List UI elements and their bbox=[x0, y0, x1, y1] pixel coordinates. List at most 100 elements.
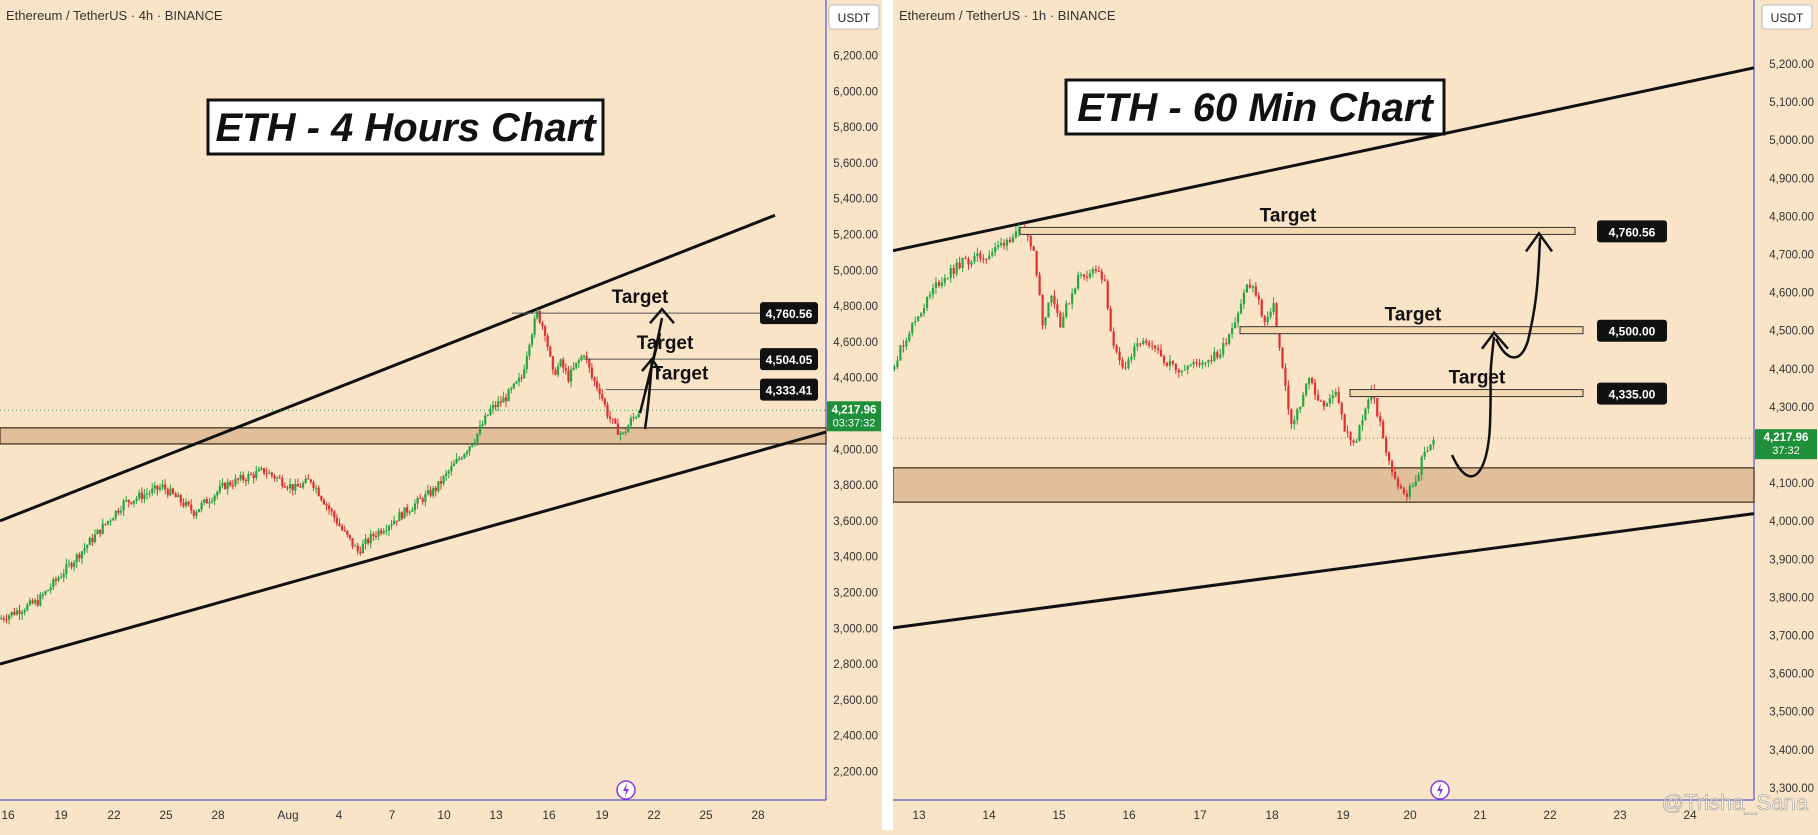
candle-body bbox=[244, 479, 247, 482]
candle-body bbox=[1177, 369, 1180, 373]
candle-body bbox=[41, 594, 45, 596]
x-tick-label: 16 bbox=[1122, 808, 1136, 822]
candle-body bbox=[1239, 303, 1243, 314]
candle-body bbox=[1313, 382, 1317, 395]
chart-panel-1h[interactable]: Ethereum / TetherUS · 1h · BINANCE USDT 5,… bbox=[892, 0, 1818, 830]
candle-body bbox=[943, 277, 946, 283]
candle-body bbox=[528, 344, 531, 357]
candle-body bbox=[265, 473, 268, 475]
candle-body bbox=[955, 262, 958, 274]
candle-body bbox=[1429, 444, 1432, 451]
candle-body bbox=[367, 538, 370, 544]
candle-body bbox=[249, 474, 253, 476]
candle-body bbox=[426, 490, 430, 494]
y-tick-label: 4,000.00 bbox=[833, 444, 878, 456]
candle-body bbox=[301, 482, 305, 488]
candle-body bbox=[127, 499, 130, 503]
x-tick-label: 24 bbox=[1683, 808, 1697, 822]
candle-body bbox=[1065, 303, 1068, 317]
candle-body bbox=[1387, 452, 1391, 461]
chart-panel-4h[interactable]: Ethereum / TetherUS · 4h · BINANCE USDT 6,… bbox=[0, 0, 882, 830]
candle-body bbox=[1308, 378, 1311, 384]
last-price-text: 4,217.96 bbox=[832, 404, 877, 416]
candle-body bbox=[1124, 367, 1127, 369]
candle-body bbox=[543, 326, 547, 336]
candle-body bbox=[619, 432, 622, 435]
x-tick-label: 7 bbox=[389, 808, 396, 822]
candle-body bbox=[632, 417, 635, 419]
y-tick-label: 3,900.00 bbox=[1769, 554, 1814, 566]
candle-body bbox=[109, 520, 112, 522]
x-tick-label: 4 bbox=[336, 808, 343, 822]
candle-body bbox=[307, 478, 310, 480]
candle-body bbox=[1130, 356, 1133, 360]
candle-body bbox=[1032, 246, 1035, 251]
candle-body bbox=[1154, 345, 1157, 349]
currency-label: USDT bbox=[838, 11, 871, 25]
candle-body bbox=[1017, 229, 1020, 232]
candle-body bbox=[606, 404, 609, 417]
channel-lower-line bbox=[0, 430, 827, 666]
candle-body bbox=[314, 487, 318, 489]
candle-body bbox=[1257, 295, 1260, 300]
candle-body bbox=[1171, 361, 1174, 364]
candle-body bbox=[1204, 362, 1207, 364]
x-tick-label: 19 bbox=[1336, 808, 1350, 822]
candle-body bbox=[1382, 421, 1385, 439]
candle-body bbox=[1322, 401, 1326, 407]
candle-body bbox=[629, 418, 632, 426]
candle-body bbox=[148, 493, 151, 495]
candle-body bbox=[911, 322, 914, 334]
candle-body bbox=[114, 510, 117, 519]
candle-body bbox=[556, 366, 560, 375]
candle-body bbox=[218, 485, 221, 492]
y-tick-label: 5,600.00 bbox=[833, 158, 878, 170]
candle-body bbox=[177, 495, 180, 498]
target-label: Target bbox=[637, 333, 694, 354]
last-price-tag bbox=[1755, 429, 1817, 460]
candle-body bbox=[1417, 474, 1420, 482]
projection-arrow bbox=[1450, 336, 1496, 478]
candle-body bbox=[536, 310, 539, 319]
candle-body bbox=[54, 579, 58, 581]
candle-body bbox=[13, 611, 16, 615]
y-tick-label: 4,700.00 bbox=[1769, 250, 1814, 262]
projection-arrow bbox=[643, 358, 654, 430]
candle-body bbox=[2, 618, 6, 620]
candle-body bbox=[125, 499, 128, 501]
candle-body bbox=[1328, 398, 1331, 404]
candle-body bbox=[1316, 394, 1320, 401]
candle-body bbox=[952, 268, 955, 274]
candle-body bbox=[1225, 343, 1228, 345]
candle-body bbox=[1266, 316, 1269, 323]
candle-body bbox=[283, 485, 286, 488]
candle-body bbox=[611, 418, 614, 420]
candle-body bbox=[1014, 231, 1018, 238]
candle-body bbox=[382, 531, 385, 534]
currency-button bbox=[828, 4, 880, 30]
candle-body bbox=[166, 489, 169, 496]
candle-body bbox=[325, 504, 328, 506]
y-tick-label: 3,800.00 bbox=[833, 480, 878, 492]
candle-body bbox=[554, 369, 557, 375]
channel-lower-line bbox=[892, 512, 1755, 630]
candle-body bbox=[1159, 349, 1163, 357]
candle-body bbox=[270, 472, 273, 476]
target-label: Target bbox=[1260, 205, 1317, 226]
candle-body bbox=[1156, 348, 1160, 350]
candle-body bbox=[530, 334, 534, 345]
candle-body bbox=[106, 521, 110, 524]
candle-body bbox=[380, 530, 383, 534]
candle-body bbox=[1071, 293, 1074, 304]
candle-body bbox=[179, 495, 182, 503]
x-tick-label: 22 bbox=[1543, 808, 1557, 822]
candle-body bbox=[268, 472, 271, 474]
support-zone bbox=[892, 467, 1755, 503]
candle-body bbox=[1284, 367, 1287, 386]
candle-body bbox=[309, 479, 312, 483]
candle-body bbox=[356, 545, 359, 552]
candle-body bbox=[390, 524, 393, 526]
candle-body bbox=[364, 538, 367, 545]
candle-body bbox=[65, 564, 68, 574]
